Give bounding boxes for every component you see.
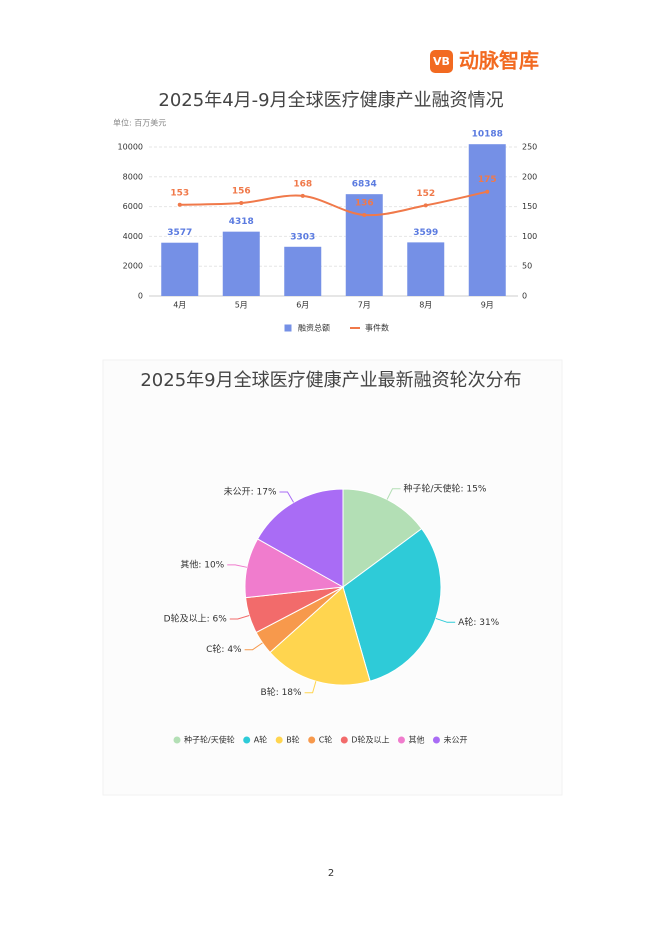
line-point	[300, 193, 305, 198]
y2-tick-label: 100	[522, 232, 537, 241]
leader-line	[244, 642, 263, 651]
legend-swatch	[397, 736, 405, 744]
legend-swatch	[340, 736, 348, 744]
slice-label: D轮及以上: 6%	[164, 613, 228, 625]
leader-line	[386, 488, 401, 500]
slice-label: A轮: 31%	[458, 616, 500, 628]
line-point	[423, 203, 428, 208]
pie-slice	[256, 488, 344, 588]
slice-label: 其他: 10%	[180, 558, 224, 570]
x-tick-label: 5月	[235, 301, 248, 310]
legend-swatch	[275, 736, 283, 744]
y-tick-label: 6000	[123, 202, 143, 211]
logo-icon: VB	[433, 55, 450, 68]
legend-label: 种子轮/天使轮	[184, 735, 235, 745]
legend-label: B轮	[286, 735, 300, 745]
line-value-label: 156	[232, 187, 251, 197]
legend-label: 未公开	[443, 735, 467, 745]
line-value-label: 153	[170, 188, 189, 198]
legend-swatch	[284, 324, 292, 332]
line-value-label: 168	[293, 179, 312, 189]
slice-label: 种子轮/天使轮: 15%	[403, 482, 486, 494]
y2-tick-label: 150	[522, 202, 537, 211]
legend-label: D轮及以上	[351, 735, 389, 745]
bar-value-label: 4318	[229, 217, 254, 227]
slice-label: 未公开: 17%	[224, 486, 277, 498]
bar	[222, 231, 260, 296]
bar-value-label: 6834	[352, 180, 377, 190]
slice-label: B轮: 18%	[261, 686, 303, 698]
slice-label: C轮: 4%	[206, 643, 242, 655]
legend-label: A轮	[254, 735, 267, 745]
leader-line	[229, 615, 250, 620]
legend-label: 事件数	[365, 323, 389, 333]
bar	[468, 144, 506, 296]
leader-line	[227, 564, 248, 568]
legend-label: C轮	[319, 735, 333, 745]
line-value-label: 175	[478, 175, 497, 185]
bar	[284, 246, 322, 296]
x-tick-label: 6月	[296, 301, 309, 310]
bar-value-label: 3599	[413, 228, 438, 238]
y-tick-label: 0	[138, 292, 143, 301]
line-point	[362, 212, 367, 217]
x-tick-label: 8月	[419, 301, 432, 310]
line-point	[239, 201, 244, 206]
line-value-label: 136	[355, 198, 374, 208]
x-tick-label: 4月	[173, 301, 186, 310]
legend-swatch	[173, 736, 181, 744]
logo-text: 动脉智库	[459, 49, 539, 73]
line-point	[485, 189, 490, 194]
bar-value-label: 3577	[167, 228, 192, 238]
line	[179, 190, 488, 217]
bar	[407, 242, 445, 296]
y2-tick-label: 200	[522, 172, 537, 181]
page-number: 2	[328, 868, 334, 879]
line-value-label: 152	[416, 189, 435, 199]
y2-tick-label: 50	[522, 262, 532, 271]
bar-value-label: 3303	[290, 232, 315, 242]
y-tick-label: 10000	[118, 143, 143, 152]
legend-label: 其他	[408, 735, 424, 745]
y-tick-label: 8000	[123, 172, 143, 181]
y2-tick-label: 0	[522, 292, 527, 301]
legend-swatch	[308, 736, 316, 744]
bar	[345, 194, 383, 296]
bar	[161, 242, 199, 296]
leader-line	[279, 491, 294, 503]
chart-title: 2025年4月-9月全球医疗健康产业融资情况	[158, 90, 503, 111]
y-tick-label: 4000	[123, 232, 143, 241]
legend-swatch	[432, 736, 440, 744]
line-point	[177, 202, 182, 207]
pie-slice	[342, 527, 442, 682]
y-tick-label: 2000	[123, 262, 143, 271]
logo-icon-bg	[430, 50, 453, 73]
x-tick-label: 9月	[481, 301, 494, 310]
x-tick-label: 7月	[358, 301, 371, 310]
bar-value-label: 10188	[472, 130, 503, 140]
leader-line	[304, 681, 317, 694]
chart-subtitle: 单位: 百万美元	[113, 118, 166, 128]
legend-label: 融资总额	[298, 323, 330, 333]
y2-tick-label: 250	[522, 143, 537, 152]
leader-line	[435, 617, 456, 623]
chart-title: 2025年9月全球医疗健康产业最新融资轮次分布	[140, 370, 521, 391]
legend-swatch	[243, 736, 251, 744]
